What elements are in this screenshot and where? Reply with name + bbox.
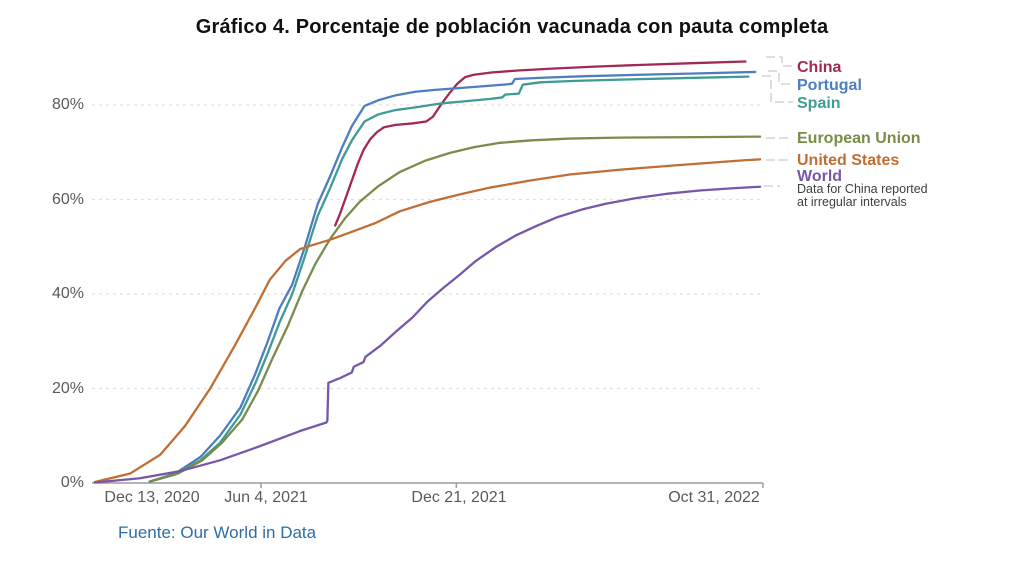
legend-label-portugal: Portugal xyxy=(797,77,862,94)
x-tick-dec13-2020: Dec 13, 2020 xyxy=(104,489,200,506)
legend-label-united-states: United States xyxy=(797,152,900,169)
x-tick-dec21-2021: Dec 21, 2021 xyxy=(411,489,507,506)
china-note-line-2: at irregular intervals xyxy=(797,195,907,209)
y-tick-0: 0% xyxy=(60,474,84,491)
legend-label-european-union: European Union xyxy=(797,130,921,147)
legend-label-spain: Spain xyxy=(797,95,841,112)
source-attribution: Fuente: Our World in Data xyxy=(118,523,317,542)
y-tick-60: 60% xyxy=(51,191,84,208)
y-tick-40: 40% xyxy=(51,285,84,302)
y-tick-80: 80% xyxy=(51,96,84,113)
chart-title: Gráfico 4. Porcentaje de población vacun… xyxy=(195,16,829,38)
x-tick-oct31-2022: Oct 31, 2022 xyxy=(668,489,760,506)
china-note-line-1: Data for China reported xyxy=(797,182,928,196)
x-tick-jun4-2021: Jun 4, 2021 xyxy=(224,489,308,506)
legend-label-world: World xyxy=(797,168,843,185)
y-tick-20: 20% xyxy=(51,380,84,397)
legend-label-china: China xyxy=(797,59,842,76)
